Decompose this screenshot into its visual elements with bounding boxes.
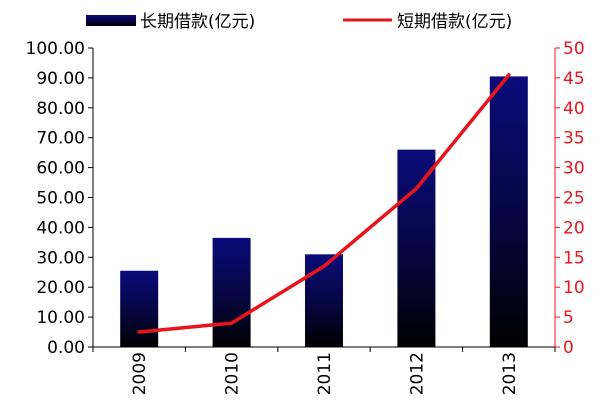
x-tick-label-2010: 2010 xyxy=(223,352,243,395)
bar-2013 xyxy=(489,76,528,347)
x-tick-label-2009: 2009 xyxy=(130,352,150,395)
y-left-tick-label: 60.00 xyxy=(36,159,85,179)
y-left-tick-label: 90.00 xyxy=(36,69,85,89)
y-right-tick-label: 15 xyxy=(563,248,585,268)
y-right-tick-label: 50 xyxy=(563,39,585,59)
bar-2009 xyxy=(120,270,159,347)
x-tick-label-2012: 2012 xyxy=(407,352,427,395)
y-left-tick-label: 40.00 xyxy=(36,218,85,238)
x-tick-label-2011: 2011 xyxy=(315,352,335,395)
y-right-tick-label: 30 xyxy=(563,159,585,179)
legend-swatch-long-term-loans xyxy=(86,15,136,26)
plot-area: 0.00 10.00 20.00 30.00 40.00 50.00 60.00 70.00 8… xyxy=(26,39,585,395)
y-right-tick-label: 25 xyxy=(563,189,585,209)
y-right-tick-label: 10 xyxy=(563,278,585,298)
y-right-tick-label: 45 xyxy=(563,69,585,89)
y-left-tick-label: 10.00 xyxy=(36,308,85,328)
bar-2012 xyxy=(397,149,436,347)
y-left-tick-label: 80.00 xyxy=(36,99,85,119)
bar-2011 xyxy=(305,254,343,347)
y-right-tick-label: 40 xyxy=(563,99,585,119)
y-left-tick-label: 30.00 xyxy=(36,248,85,268)
legend-label-long-term-loans: 长期借款(亿元) xyxy=(140,12,255,32)
bar-2010 xyxy=(212,237,251,347)
y-right-tick-label: 20 xyxy=(563,218,585,238)
x-tick-label-2013: 2013 xyxy=(500,352,520,395)
legend-label-short-term-loans: 短期借款(亿元) xyxy=(397,12,512,32)
y-left-tick-label: 20.00 xyxy=(36,278,85,298)
y-right-tick-label: 35 xyxy=(563,129,585,149)
y-left-tick-label: 100.00 xyxy=(26,39,85,59)
y-left-tick-label: 0.00 xyxy=(47,338,85,358)
legend: 长期借款(亿元) 短期借款(亿元) xyxy=(86,12,512,32)
y-right-tick-label: 0 xyxy=(563,338,574,358)
y-left-tick-label: 70.00 xyxy=(36,129,85,149)
y-right-tick-label: 5 xyxy=(563,308,574,328)
y-left-tick-label: 50.00 xyxy=(36,189,85,209)
